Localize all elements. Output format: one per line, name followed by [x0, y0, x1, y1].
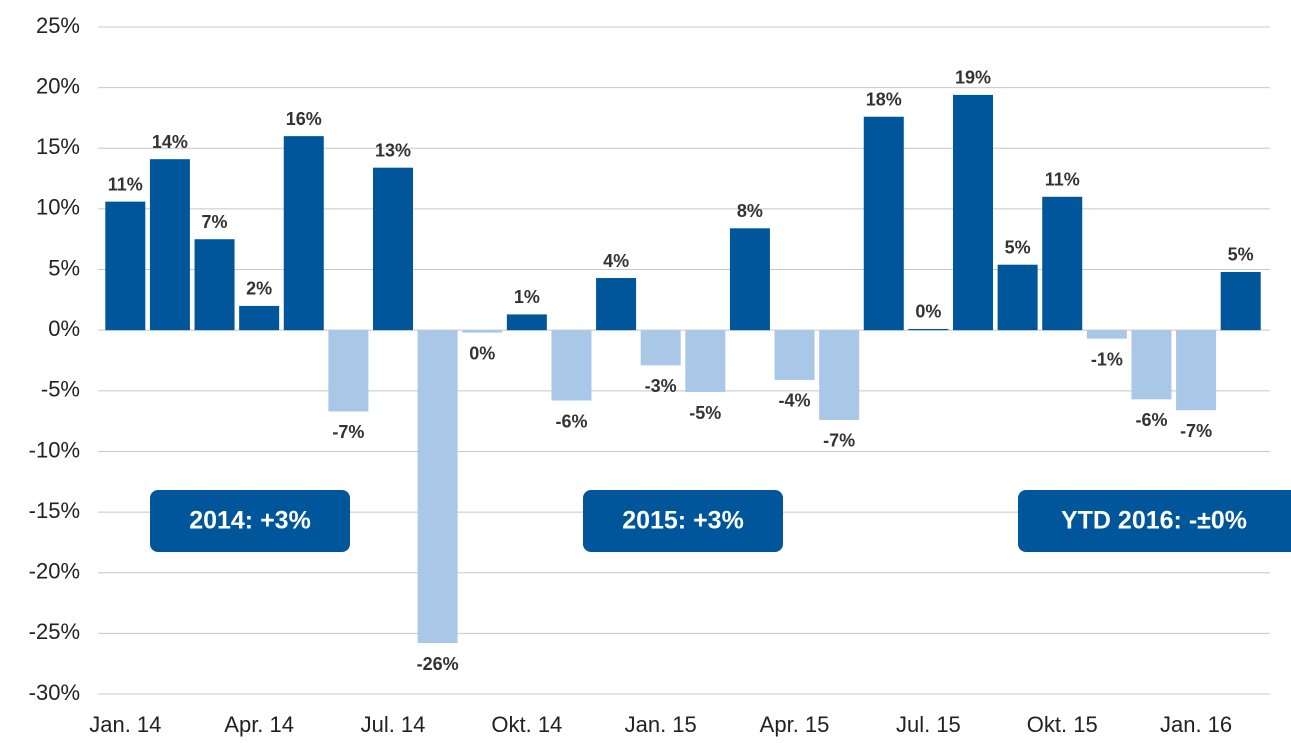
data-label: 0%: [469, 343, 495, 363]
x-tick-label: Okt. 14: [491, 712, 562, 737]
data-label: -1%: [1091, 349, 1123, 369]
data-label: 7%: [202, 212, 228, 232]
y-tick-label: 5%: [48, 255, 80, 280]
data-label: 5%: [1005, 237, 1031, 257]
bar: [1042, 196, 1083, 331]
bar: [1086, 330, 1127, 339]
annotation: 2015: +3%: [622, 507, 744, 535]
x-tick-label: Okt. 15: [1027, 712, 1098, 737]
x-tick-label: Jan. 15: [625, 712, 697, 737]
y-tick-label: 25%: [36, 13, 80, 38]
bar: [640, 330, 681, 366]
y-tick-label: -10%: [29, 437, 80, 462]
y-tick-label: -15%: [29, 498, 80, 523]
bar: [149, 159, 190, 331]
x-tick-label: Jul. 15: [896, 712, 961, 737]
y-tick-label: -20%: [29, 559, 80, 584]
bar: [328, 330, 369, 412]
annotation-box: [1018, 490, 1291, 552]
bar: [596, 278, 637, 331]
bar: [1176, 330, 1217, 411]
data-label: 4%: [603, 251, 629, 271]
x-tick-label: Jul. 14: [361, 712, 426, 737]
y-tick-label: 20%: [36, 73, 80, 98]
bar: [462, 330, 503, 333]
bar: [373, 167, 413, 331]
data-label: 13%: [375, 140, 411, 160]
bar: [774, 330, 815, 380]
data-label: -26%: [417, 654, 459, 674]
data-label: 1%: [514, 287, 540, 307]
data-label: 16%: [286, 109, 322, 129]
data-label: -7%: [823, 431, 855, 451]
bar: [1131, 330, 1172, 400]
data-label: -6%: [1135, 410, 1167, 430]
data-label: -5%: [689, 403, 721, 423]
data-label: -3%: [645, 376, 677, 396]
x-tick-label: Jan. 16: [1160, 712, 1232, 737]
bar: [1220, 271, 1261, 331]
bar: [908, 328, 949, 331]
bar: [194, 239, 235, 331]
annotation: YTD 2016: -±0%: [1061, 507, 1247, 535]
data-label: 8%: [737, 201, 763, 221]
bar: [863, 116, 904, 331]
bar: [997, 264, 1038, 331]
data-label: 11%: [108, 174, 143, 194]
data-label: 0%: [915, 302, 941, 322]
data-label: -7%: [1180, 421, 1212, 441]
bar: [685, 330, 726, 393]
data-label: 18%: [866, 89, 902, 109]
data-label: 11%: [1045, 170, 1080, 190]
x-tick-label: Jan. 14: [89, 712, 161, 737]
bar: [729, 228, 770, 331]
annotation: 2014: +3%: [189, 507, 311, 535]
data-label: 19%: [955, 68, 991, 88]
data-label: -6%: [555, 411, 587, 431]
bar: [283, 136, 324, 331]
y-tick-label: -5%: [41, 377, 80, 402]
bar: [105, 201, 146, 331]
y-tick-label: -25%: [29, 619, 80, 644]
bar: [551, 330, 592, 401]
y-tick-label: -30%: [29, 680, 80, 705]
bar: [953, 94, 993, 331]
data-label: -4%: [779, 391, 811, 411]
x-tick-label: Apr. 14: [224, 712, 294, 737]
y-tick-label: 0%: [48, 316, 80, 341]
bar: [506, 314, 547, 331]
y-tick-label: 15%: [36, 134, 80, 159]
y-tick-label: 10%: [36, 195, 80, 220]
x-tick-label: Apr. 15: [760, 712, 830, 737]
bar: [239, 305, 280, 331]
annotation-box: [150, 490, 350, 552]
data-label: 2%: [246, 279, 272, 299]
annotation-box: [583, 490, 783, 552]
data-label: 14%: [152, 132, 188, 152]
data-label: -7%: [332, 422, 364, 442]
data-label: 5%: [1228, 245, 1254, 265]
bar: [417, 330, 458, 644]
bar: [819, 330, 860, 420]
